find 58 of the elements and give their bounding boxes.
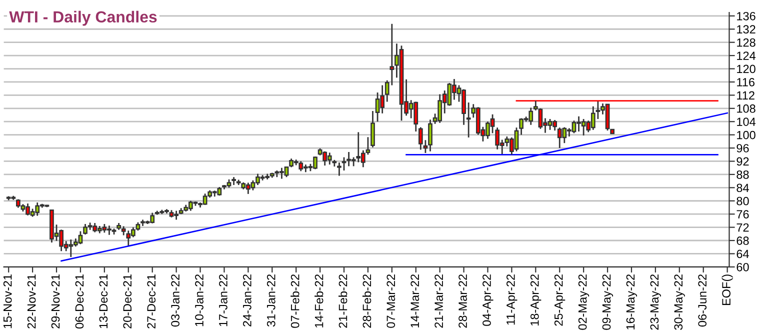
x-tick-label: 15-Nov-21 bbox=[3, 274, 12, 328]
y-tick-label: 112 bbox=[737, 91, 754, 100]
y-tick-label: 68 bbox=[736, 236, 749, 245]
y-tick-label: 132 bbox=[737, 25, 756, 34]
chart-title: WTI - Daily Candles bbox=[9, 10, 157, 26]
x-tick-label: 16-May-22 bbox=[626, 274, 637, 330]
x-tick-label: 21-Mar-22 bbox=[434, 274, 443, 328]
y-tick-label: 76 bbox=[736, 210, 749, 218]
x-tick-label: 03-Jan-22 bbox=[171, 274, 180, 327]
x-tick-label: 28-Feb-22 bbox=[362, 274, 372, 328]
x-tick-label: 24-Jan-22 bbox=[242, 274, 252, 326]
x-tick-label: 02-May-22 bbox=[578, 274, 590, 330]
y-tick-label: 96 bbox=[736, 144, 749, 152]
x-tick-label: 13-Dec-21 bbox=[99, 274, 108, 328]
x-tick-label: 07-Feb-22 bbox=[290, 274, 300, 328]
x-tick-label: 20-Dec-21 bbox=[123, 274, 132, 328]
y-tick-label: 120 bbox=[737, 64, 756, 74]
x-tick-label: 31-Jan-22 bbox=[266, 274, 276, 327]
x-tick-label: 30-May-22 bbox=[674, 274, 685, 330]
x-tick-label: 11-Apr-22 bbox=[506, 274, 518, 325]
x-tick-label: 06-Dec-21 bbox=[75, 274, 84, 329]
y-tick-label: 128 bbox=[737, 38, 756, 47]
x-tick-label: 23-May-22 bbox=[650, 274, 661, 330]
candlestick bbox=[342, 156, 346, 172]
x-tick-label: 28-Mar-22 bbox=[458, 274, 467, 328]
candlestick bbox=[370, 110, 375, 148]
x-tick-label: 29-Nov-21 bbox=[51, 274, 60, 328]
x-tick-label: 17-Jan-22 bbox=[219, 274, 228, 326]
y-tick-label: 104 bbox=[737, 118, 756, 126]
y-tick-label: 116 bbox=[737, 78, 754, 86]
x-tick-label: 06-Jun-22 bbox=[698, 274, 707, 327]
x-tick-label: 14-Mar-22 bbox=[410, 274, 420, 328]
y-tick-label: 60 bbox=[736, 262, 749, 272]
y-tick-label: 92 bbox=[736, 157, 749, 166]
y-tick-label: 100 bbox=[737, 130, 756, 140]
x-tick-label: 18-Apr-22 bbox=[530, 274, 542, 326]
candlestick bbox=[423, 139, 428, 154]
candlestick bbox=[337, 162, 342, 176]
y-tick-label: 88 bbox=[736, 170, 749, 179]
x-tick-label: 04-Apr-22 bbox=[482, 274, 494, 326]
x-tick-label: 25-Apr-22 bbox=[554, 274, 566, 326]
x-tick-label: 27-Dec-21 bbox=[147, 274, 156, 328]
x-tick-label: EOF() bbox=[722, 274, 733, 306]
x-tick-label: 10-Jan-22 bbox=[195, 274, 204, 326]
y-tick-label: 80 bbox=[736, 196, 749, 206]
x-tick-label: 09-May-22 bbox=[602, 274, 614, 330]
y-tick-label: 108 bbox=[737, 104, 756, 113]
y-tick-label: 64 bbox=[736, 250, 749, 258]
y-tick-label: 124 bbox=[737, 52, 756, 60]
candlestick bbox=[428, 118, 432, 152]
y-tick-label: 136 bbox=[737, 12, 756, 20]
y-tick-label: 84 bbox=[736, 184, 749, 192]
x-tick-label: 21-Feb-22 bbox=[338, 274, 348, 328]
candlestick bbox=[418, 126, 423, 150]
x-tick-label: 07-Mar-22 bbox=[386, 274, 396, 328]
y-tick-label: 72 bbox=[736, 223, 749, 232]
x-tick-label: 14-Feb-22 bbox=[314, 274, 324, 328]
x-tick-label: 22-Nov-21 bbox=[27, 274, 36, 328]
